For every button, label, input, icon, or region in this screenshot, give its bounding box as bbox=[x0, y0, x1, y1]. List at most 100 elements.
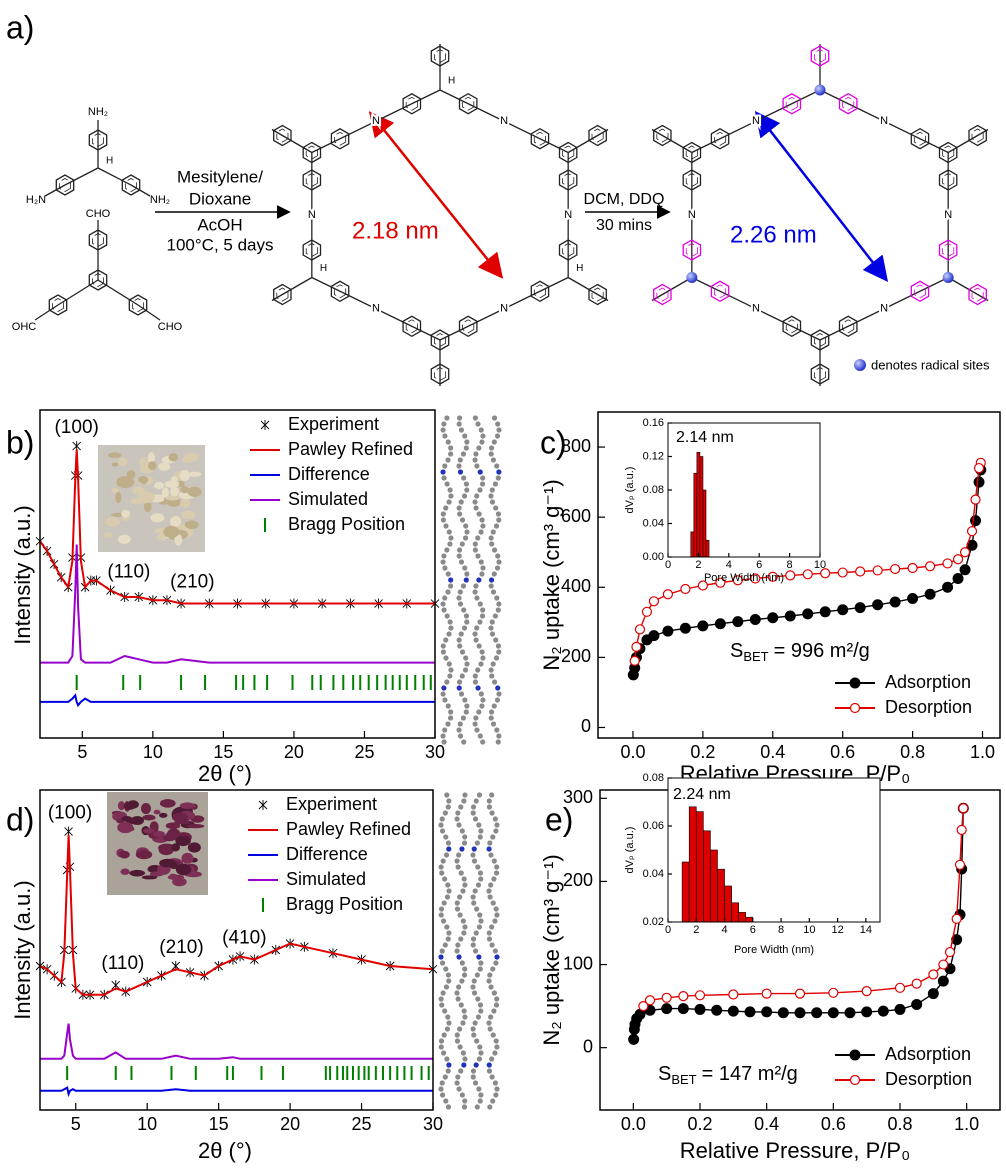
sample-flake bbox=[171, 475, 178, 482]
crystal-atom bbox=[445, 804, 451, 810]
crystal-atom bbox=[438, 864, 444, 870]
benzene-inner bbox=[685, 173, 698, 187]
crystal-atom bbox=[494, 697, 501, 703]
sample-flake bbox=[143, 828, 154, 834]
benzene-ring bbox=[682, 169, 702, 191]
data-point bbox=[907, 562, 918, 574]
crystal-atom bbox=[447, 583, 454, 589]
crystal-atom bbox=[470, 942, 476, 948]
crystal-atom bbox=[472, 589, 478, 595]
crystal-atom bbox=[488, 493, 494, 499]
crystal-atom bbox=[444, 924, 450, 930]
sample-flake bbox=[117, 801, 126, 811]
data-point bbox=[956, 824, 967, 835]
benzene-ring bbox=[782, 93, 802, 115]
crystal-atom bbox=[448, 577, 454, 583]
x-tick-label: 0.8 bbox=[887, 1114, 912, 1134]
sample-flake bbox=[117, 534, 131, 544]
crystal-atom bbox=[470, 984, 476, 990]
crystal-atom bbox=[490, 966, 496, 972]
benzene-inner bbox=[59, 178, 71, 192]
crystal-atom bbox=[444, 1056, 450, 1062]
crystal-atom bbox=[470, 1074, 476, 1080]
crystal-atom bbox=[461, 475, 467, 481]
crystal-atom bbox=[475, 421, 481, 427]
crystal-atom bbox=[494, 727, 500, 733]
crystal-atom bbox=[458, 559, 465, 565]
crystal-atom bbox=[462, 966, 468, 972]
crystal-atom bbox=[476, 1086, 482, 1092]
crystal-atom bbox=[456, 505, 462, 511]
crystal-atom bbox=[473, 930, 479, 936]
crystal-atom bbox=[443, 505, 449, 511]
atom-label: N bbox=[880, 303, 888, 315]
sample-flake bbox=[164, 480, 180, 488]
crystal-atom bbox=[440, 469, 446, 475]
legend-label: Difference bbox=[286, 844, 368, 864]
crystal-atom bbox=[456, 463, 462, 469]
crystal-atom bbox=[478, 559, 484, 565]
crystal-atom bbox=[480, 607, 486, 613]
legend-label: Desorption bbox=[885, 1069, 972, 1089]
x-tick-label: 0 bbox=[665, 559, 671, 571]
data-point bbox=[761, 988, 772, 999]
crystal-atom bbox=[493, 906, 499, 912]
crystal-atom bbox=[478, 918, 484, 924]
crystal-atom bbox=[489, 924, 495, 930]
crystal-atom bbox=[470, 894, 476, 900]
data-point bbox=[732, 575, 743, 586]
radical-dot bbox=[854, 359, 866, 371]
crystal-atom bbox=[438, 1038, 445, 1044]
benzene-inner bbox=[971, 287, 984, 302]
data-point bbox=[784, 610, 796, 622]
crystal-atom bbox=[472, 631, 478, 637]
crystal-atom bbox=[496, 691, 502, 697]
crystal-atom bbox=[461, 840, 468, 846]
crystal-atom bbox=[440, 733, 446, 739]
crystal-atom bbox=[486, 804, 493, 810]
sample-flake bbox=[120, 868, 130, 875]
sbet-subscript: BET bbox=[743, 649, 768, 664]
crystal-atom bbox=[457, 912, 463, 918]
sample-flake bbox=[174, 534, 183, 546]
crystal-atom bbox=[457, 511, 463, 517]
crystal-atom bbox=[472, 679, 479, 685]
crystal-atom bbox=[470, 852, 476, 858]
data-point bbox=[777, 1007, 789, 1019]
crystal-atom bbox=[441, 685, 447, 691]
crystal-atom bbox=[479, 571, 485, 577]
crystal-atom bbox=[476, 643, 482, 649]
benzene-ring bbox=[330, 280, 350, 303]
crystal-atom bbox=[439, 828, 446, 834]
data-point bbox=[944, 946, 956, 958]
benzene-inner bbox=[656, 287, 669, 302]
x-tick-label: 4 bbox=[721, 924, 727, 936]
crystal-atom bbox=[471, 858, 478, 864]
crystal-atom bbox=[488, 535, 494, 541]
legend-label: Simulated bbox=[286, 869, 366, 889]
crystal-atom bbox=[446, 499, 452, 505]
sample-flake bbox=[163, 525, 180, 538]
y-tick-label: 300 bbox=[563, 787, 593, 807]
bar bbox=[695, 811, 704, 923]
crystal-atom bbox=[491, 547, 498, 553]
atom-label: N bbox=[500, 303, 508, 315]
crystal-atom bbox=[489, 631, 496, 637]
crystal-atom bbox=[440, 691, 446, 697]
crystal-atom bbox=[480, 655, 486, 661]
series-line bbox=[39, 834, 434, 996]
crystal-atom bbox=[486, 1062, 492, 1068]
crystal-atom bbox=[493, 523, 500, 529]
benzene-inner bbox=[434, 367, 446, 381]
crystal-atom bbox=[491, 439, 497, 445]
crystal-atom bbox=[487, 1026, 493, 1032]
sample-flake bbox=[163, 834, 176, 842]
bond bbox=[567, 276, 609, 302]
atom-label: N bbox=[752, 303, 760, 315]
crystal-atom bbox=[462, 1098, 468, 1104]
data-point bbox=[959, 564, 971, 576]
data-point bbox=[761, 1006, 773, 1018]
crystal-atom bbox=[477, 966, 483, 972]
crystal-atom bbox=[459, 517, 466, 523]
